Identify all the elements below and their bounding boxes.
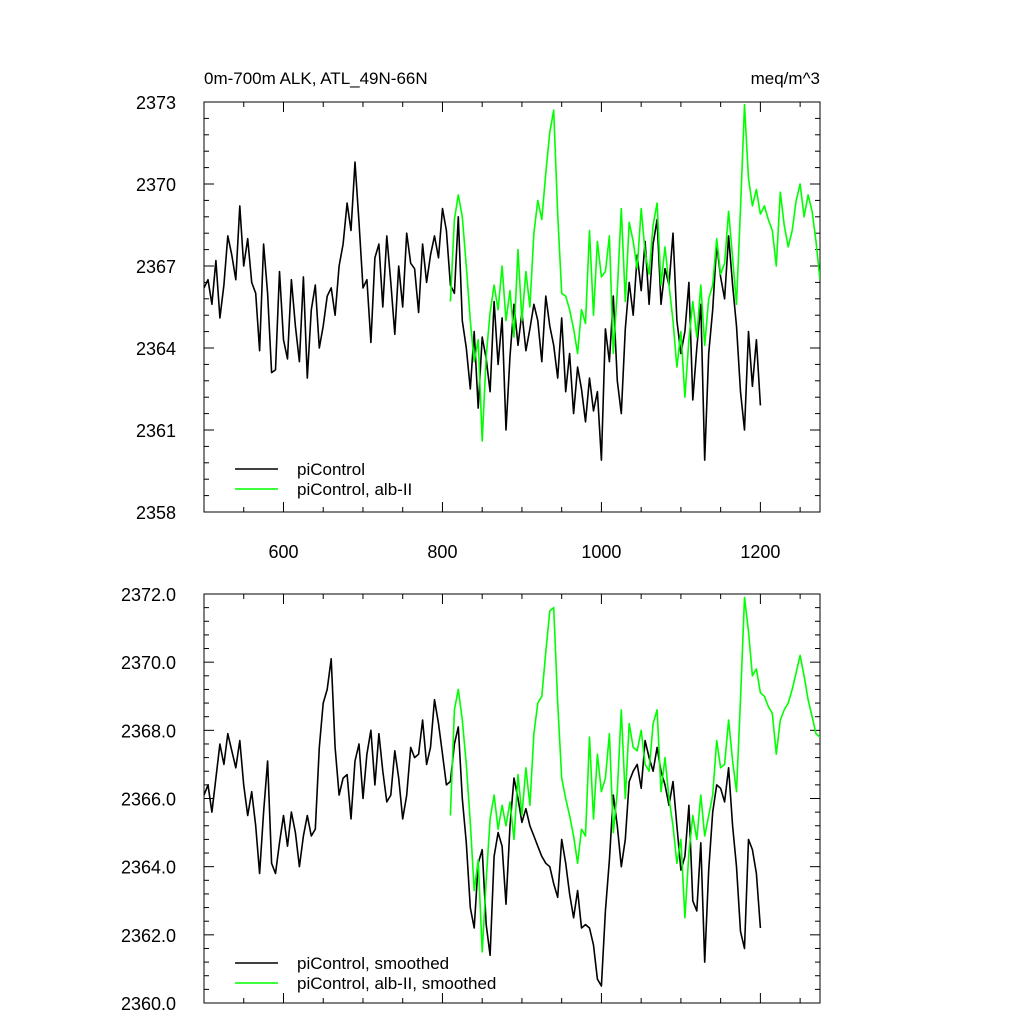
series-line: [449, 103, 820, 442]
y-tick-label: 2362.0: [121, 926, 176, 946]
y-tick-label: 2373: [136, 93, 176, 113]
legend-label: piControl, alb-II: [297, 480, 412, 499]
y-tick-label: 2364.0: [121, 858, 176, 878]
y-tick-label: 2370.0: [121, 653, 176, 673]
chart-title: 0m-700m ALK, ATL_49N-66N: [204, 69, 428, 88]
y-tick-label: 2372.0: [121, 585, 176, 605]
legend-label: piControl, smoothed: [297, 954, 449, 973]
legend-label: piControl, alb-II, smoothed: [297, 974, 496, 993]
series-line: [204, 161, 762, 461]
x-tick-label: 1200: [740, 542, 780, 562]
y-tick-label: 2366.0: [121, 790, 176, 810]
y-tick-label: 2370: [136, 175, 176, 195]
y-tick-label: 2361: [136, 421, 176, 441]
legend-label: piControl: [297, 460, 365, 479]
x-tick-label: 1000: [581, 542, 621, 562]
y-tick-label: 2360.0: [121, 994, 176, 1014]
x-tick-label: 600: [268, 542, 298, 562]
plot-frame: [203, 101, 821, 513]
y-tick-label: 2368.0: [121, 721, 176, 741]
top-panel: 2358 2361 2364 2367 2370 2373 600 800 1000 1200 pi…: [136, 93, 821, 562]
series-line: [204, 657, 762, 987]
y-tick-label: 2358: [136, 503, 176, 523]
x-tick-label: 800: [427, 542, 457, 562]
series-line: [449, 596, 820, 953]
bottom-panel: 2360.0 2362.0 2364.0 2366.0 2368.0 2370.0 2372…: [121, 585, 821, 1014]
y-tick-label: 2367: [136, 257, 176, 277]
y-tick-label: 2364: [136, 339, 176, 359]
chart-units: meq/m^3: [751, 69, 820, 88]
